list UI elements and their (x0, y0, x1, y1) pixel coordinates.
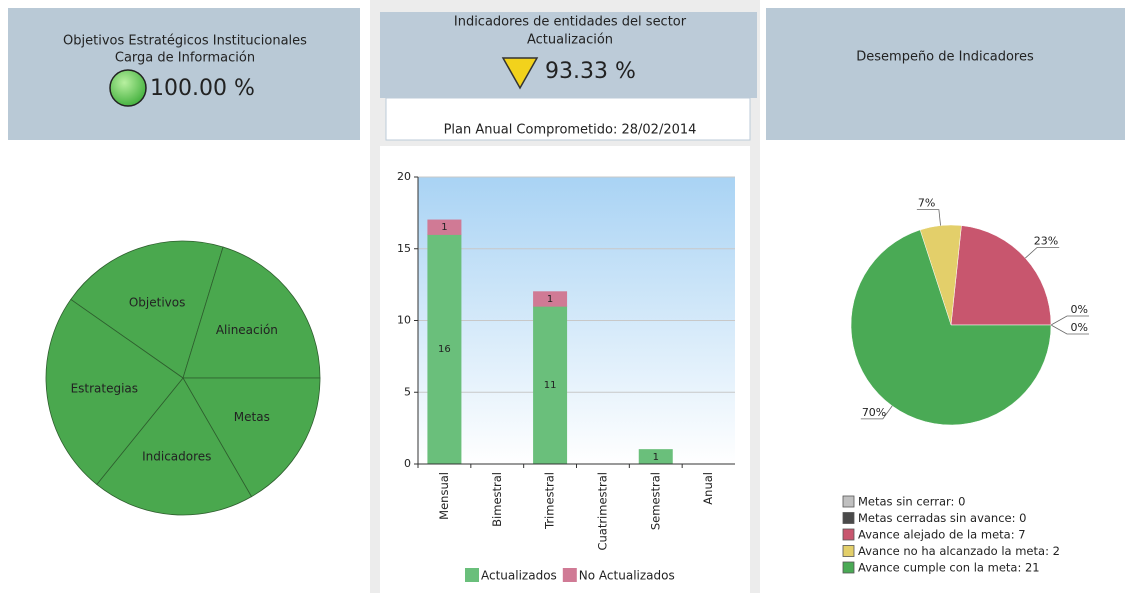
x-tick-label: Bimestral (490, 472, 504, 527)
legend-label: Actualizados (481, 569, 557, 583)
pie-slice (950, 225, 1052, 326)
x-tick-label: Anual (701, 472, 715, 505)
legend-swatch (842, 545, 855, 557)
x-tick-label: Mensual (437, 472, 451, 520)
panel-subtitle: Carga de Información (115, 51, 255, 66)
bar-segment (533, 291, 568, 307)
bar-label: 1 (653, 452, 659, 463)
status-icon (109, 69, 147, 107)
legend-swatch (842, 528, 855, 541)
note-box (385, 97, 751, 141)
y-tick-label: 10 (397, 314, 411, 327)
pie-slice (96, 377, 253, 516)
y-tick-label: 20 (397, 170, 411, 183)
pie-slice (182, 377, 321, 498)
panel-value: 93.33 % (545, 59, 636, 84)
legend-label: Metas sin cerrar: 0 (858, 495, 965, 509)
legend-label: Metas cerradas sin avance: 0 (858, 511, 1026, 525)
pie-slice (850, 229, 1052, 426)
header-panel (8, 8, 360, 140)
leader-line (1025, 246, 1060, 259)
panel-title: Indicadores de entidades del sector (454, 15, 687, 30)
bar-label: 1 (547, 294, 553, 305)
y-tick-label: 0 (404, 457, 411, 470)
legend-swatch (465, 568, 479, 582)
slice-label: Indicadores (142, 450, 211, 464)
leader-line (860, 405, 893, 420)
leader-line (1050, 324, 1089, 335)
bar-label: 1 (441, 222, 447, 233)
pie-slice (70, 240, 224, 379)
slice-label: 23% (1034, 234, 1058, 247)
bar-label: 11 (544, 380, 557, 391)
leader-line (916, 209, 941, 226)
panel-subtitle: Actualización (527, 33, 613, 48)
x-tick-label: Semestral (648, 472, 662, 530)
bar-segment (427, 233, 462, 465)
slice-label: 0% (1071, 321, 1088, 334)
status-icon (501, 57, 539, 90)
legend-swatch (562, 568, 577, 582)
y-tick-label: 15 (397, 242, 411, 255)
slice-label: 7% (918, 197, 935, 210)
bar-segment (533, 305, 568, 465)
slice-label: Objetivos (129, 295, 186, 309)
x-tick-label: Cuatrimestral (595, 472, 609, 551)
y-tick-label: 5 (404, 385, 411, 398)
panel-title: Desempeño de Indicadores (856, 50, 1034, 65)
legend-swatch (842, 495, 855, 508)
slice-label: 70% (862, 406, 886, 419)
bar-segment (427, 219, 462, 235)
header-panel (766, 8, 1125, 140)
header-panel (380, 12, 757, 98)
x-tick-label: Trimestral (543, 472, 557, 530)
leader-line (1050, 315, 1089, 326)
panel-note: Plan Anual Comprometido: 28/02/2014 (444, 123, 697, 138)
pie-slice (182, 246, 321, 379)
slice-label: Estrategias (71, 382, 138, 396)
legend-label: Avance cumple con la meta: 21 (858, 561, 1040, 575)
slice-label: Metas (234, 410, 270, 424)
slice-label: Alineación (216, 323, 278, 337)
panel-value: 100.00 % (150, 76, 255, 101)
panel-title: Objetivos Estratégicos Institucionales (63, 34, 307, 49)
pie-slice (45, 298, 184, 486)
legend-label: Avance no ha alcanzado la meta: 2 (858, 544, 1060, 558)
bar-label: 16 (438, 344, 451, 355)
legend-swatch (842, 561, 855, 574)
legend-label: Avance alejado de la meta: 7 (858, 528, 1026, 542)
slice-label: 0% (1071, 303, 1088, 316)
legend-label: No Actualizados (579, 569, 675, 583)
legend-swatch (842, 512, 855, 524)
